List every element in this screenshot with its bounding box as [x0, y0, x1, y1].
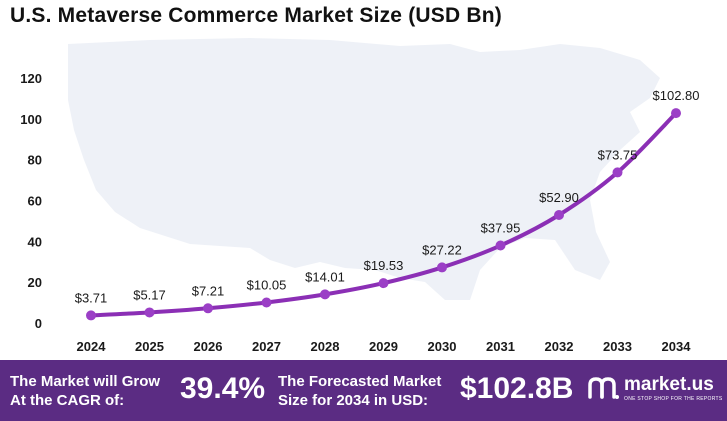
data-point [671, 108, 681, 119]
x-tick-label: 2025 [135, 339, 164, 354]
data-label: $14.01 [305, 269, 345, 284]
brand-tagline: ONE STOP SHOP FOR THE REPORTS [624, 396, 723, 402]
data-point [261, 297, 272, 308]
x-tick-label: 2033 [603, 339, 632, 354]
series-line-group [89, 111, 678, 318]
series-points-group [86, 108, 681, 321]
y-axis-ticks: 0 20 40 60 80 100 120 [20, 71, 42, 331]
x-axis-ticks: 2024 2025 2026 2027 2028 2029 2030 2031 2032 2033… [77, 339, 692, 354]
chart-title: U.S. Metaverse Commerce Market Size (USD… [10, 4, 502, 27]
forecast-caption-line2: Size for 2034 in USD: [278, 392, 429, 409]
data-label: $19.53 [364, 258, 404, 273]
cagr-caption-line1: The Market will Grow [10, 373, 161, 390]
x-tick-label: 2032 [545, 339, 574, 354]
cagr-value: 39.4% [180, 372, 266, 405]
data-label: $52.90 [539, 190, 579, 205]
data-point [86, 310, 96, 321]
data-point [437, 262, 447, 273]
data-label: $10.05 [247, 277, 287, 292]
brand-name: market.us [624, 374, 714, 395]
series-line [89, 111, 678, 318]
data-label: $7.21 [192, 283, 225, 298]
x-tick-label: 2030 [428, 339, 457, 354]
data-label: $3.71 [75, 290, 108, 305]
cagr-caption: The Market will Grow At the CAGR of: [10, 372, 160, 410]
data-point [320, 289, 330, 300]
data-label: $102.80 [653, 88, 700, 103]
y-tick-label: 60 [28, 194, 42, 209]
data-point [144, 307, 155, 318]
brand-logo: market.us ONE STOP SHOP FOR THE REPORTS [588, 374, 723, 402]
us-map-silhouette [68, 38, 660, 300]
line-chart: 0 20 40 60 80 100 120 2024 2025 2026 2027 2028 2029… [20, 38, 700, 354]
forecast-caption: The Forecasted Market Size for 2034 in U… [278, 372, 441, 410]
footer-banner: The Market will Grow At the CAGR of: 39.… [0, 360, 727, 421]
y-tick-label: 120 [20, 71, 42, 86]
x-tick-label: 2034 [662, 339, 692, 354]
data-point [203, 303, 213, 314]
x-tick-label: 2027 [252, 339, 281, 354]
data-point [554, 209, 564, 220]
x-tick-label: 2028 [311, 339, 340, 354]
x-tick-label: 2026 [194, 339, 223, 354]
data-label: $5.17 [133, 287, 166, 302]
x-tick-label: 2024 [77, 339, 107, 354]
y-tick-label: 100 [20, 112, 42, 127]
data-label: $37.95 [481, 221, 521, 236]
cagr-caption-line2: At the CAGR of: [10, 392, 125, 409]
brand-mark-icon [588, 377, 619, 399]
data-label: $27.22 [422, 242, 462, 257]
y-tick-label: 40 [28, 234, 42, 249]
data-labels-group: $3.71 $5.17 $7.21 $10.05 $14.01 $19.53 $27.22 $… [75, 88, 700, 305]
data-point [378, 278, 389, 289]
x-tick-label: 2031 [486, 339, 515, 354]
x-tick-label: 2029 [369, 339, 398, 354]
y-tick-label: 80 [28, 153, 42, 168]
forecast-value: $102.8B [460, 372, 574, 405]
data-label: $73.75 [598, 147, 638, 162]
data-point [612, 167, 623, 178]
y-tick-label: 0 [35, 316, 42, 331]
y-tick-label: 20 [28, 275, 42, 290]
forecast-caption-line1: The Forecasted Market [278, 373, 442, 390]
data-point [495, 240, 506, 251]
